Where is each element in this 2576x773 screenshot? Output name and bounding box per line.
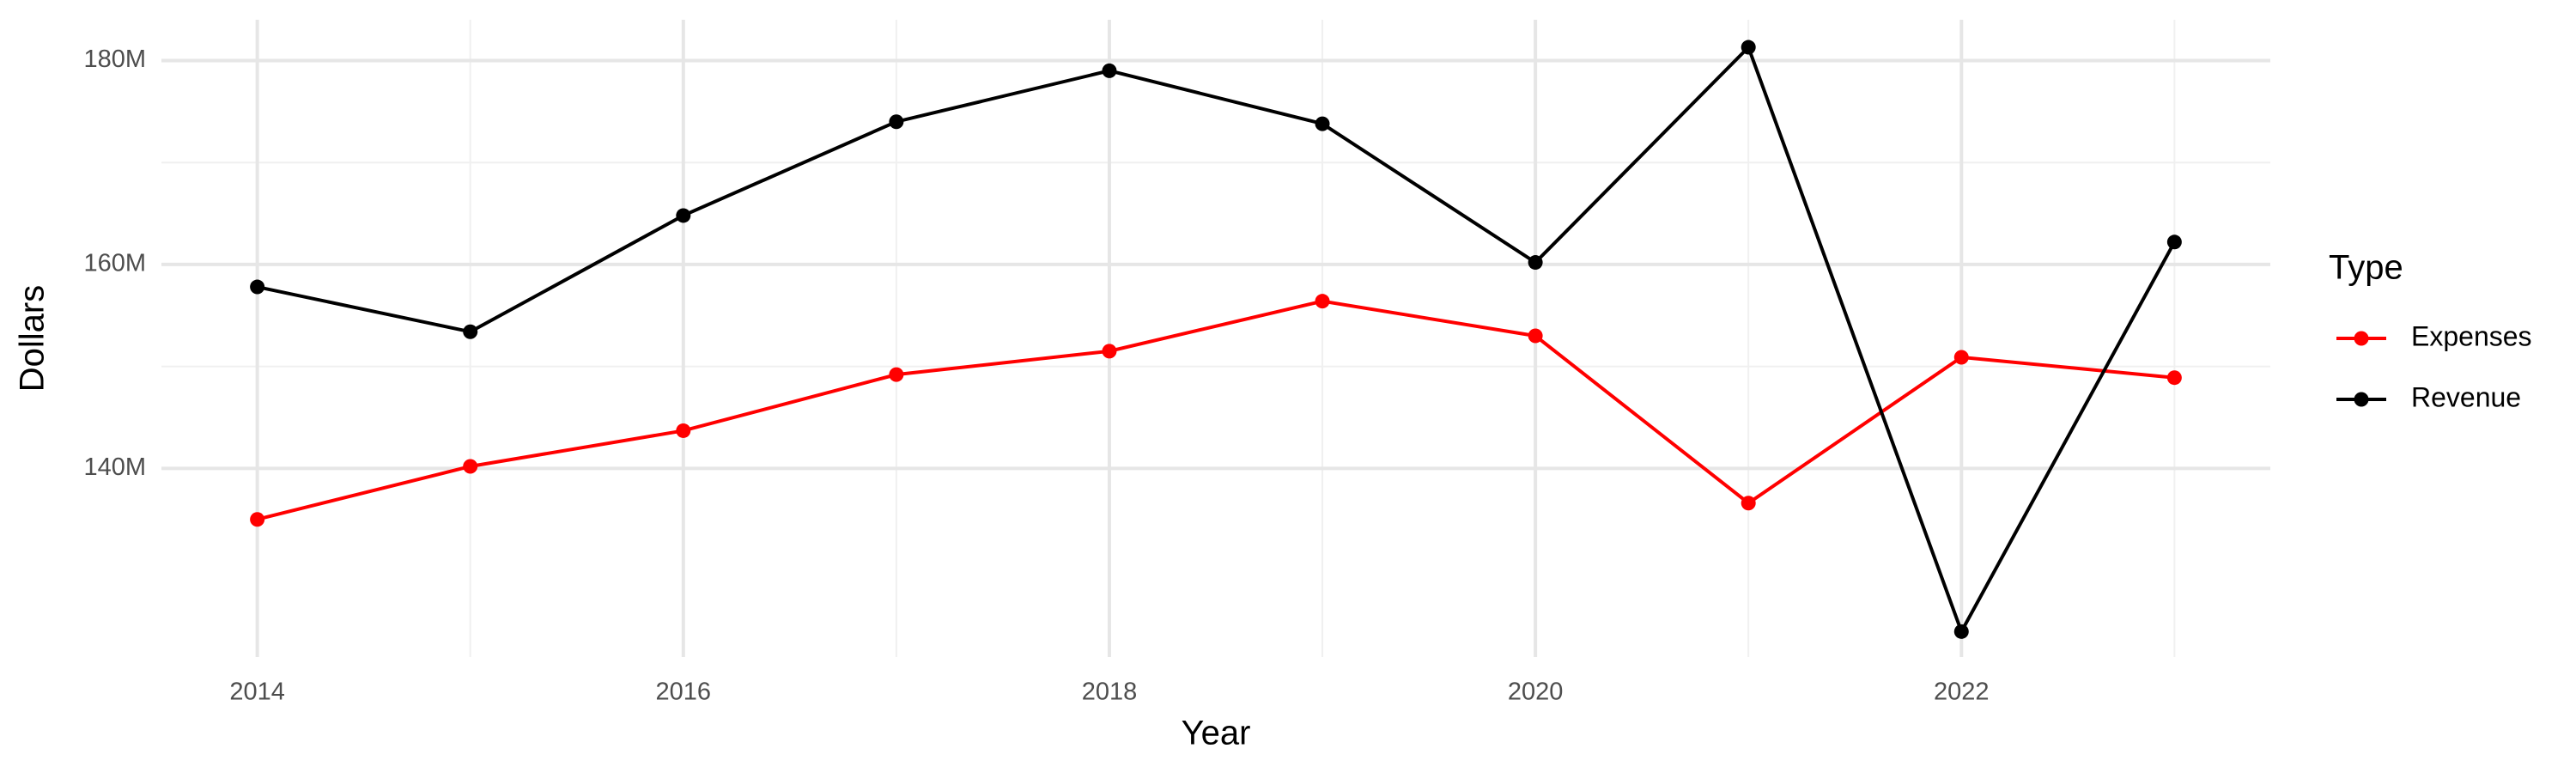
data-point [889,114,904,130]
data-point [676,208,691,223]
x-tick-label: 2022 [1934,679,1990,706]
data-point [889,367,904,382]
data-point [463,324,478,339]
data-point [676,423,691,438]
y-tick-label: 160M [83,250,146,277]
data-point [1953,624,1969,639]
data-point [1953,350,1969,365]
series-line [257,299,2175,521]
data-point [1528,328,1543,344]
y-tick-label: 180M [83,46,146,73]
x-axis-title: Year [1182,715,1251,752]
data-point [1315,294,1330,309]
legend-title: Type [2329,249,2403,287]
data-point [2166,370,2182,386]
data-point [1741,40,1756,55]
legend-key-point [2354,331,2369,346]
legend-label: Revenue [2411,381,2521,412]
data-point [1528,255,1543,271]
data-point [463,459,478,474]
x-tick-label: 2014 [229,679,285,706]
x-tick-label: 2016 [656,679,712,706]
x-tick-label: 2020 [1508,679,1564,706]
data-point [1102,63,1117,78]
series-line [257,44,2177,636]
y-axis-title: Dollars [14,285,52,392]
data-point [1741,496,1756,511]
y-tick-label: 140M [83,453,146,481]
data-point [2166,234,2182,250]
legend-key-point [2354,392,2369,407]
x-tick-label: 2018 [1082,679,1138,706]
legend-label: Expenses [2411,320,2532,351]
data-point [250,512,265,527]
data-point [250,279,265,295]
data-point [1102,344,1117,359]
data-point [1315,116,1330,131]
